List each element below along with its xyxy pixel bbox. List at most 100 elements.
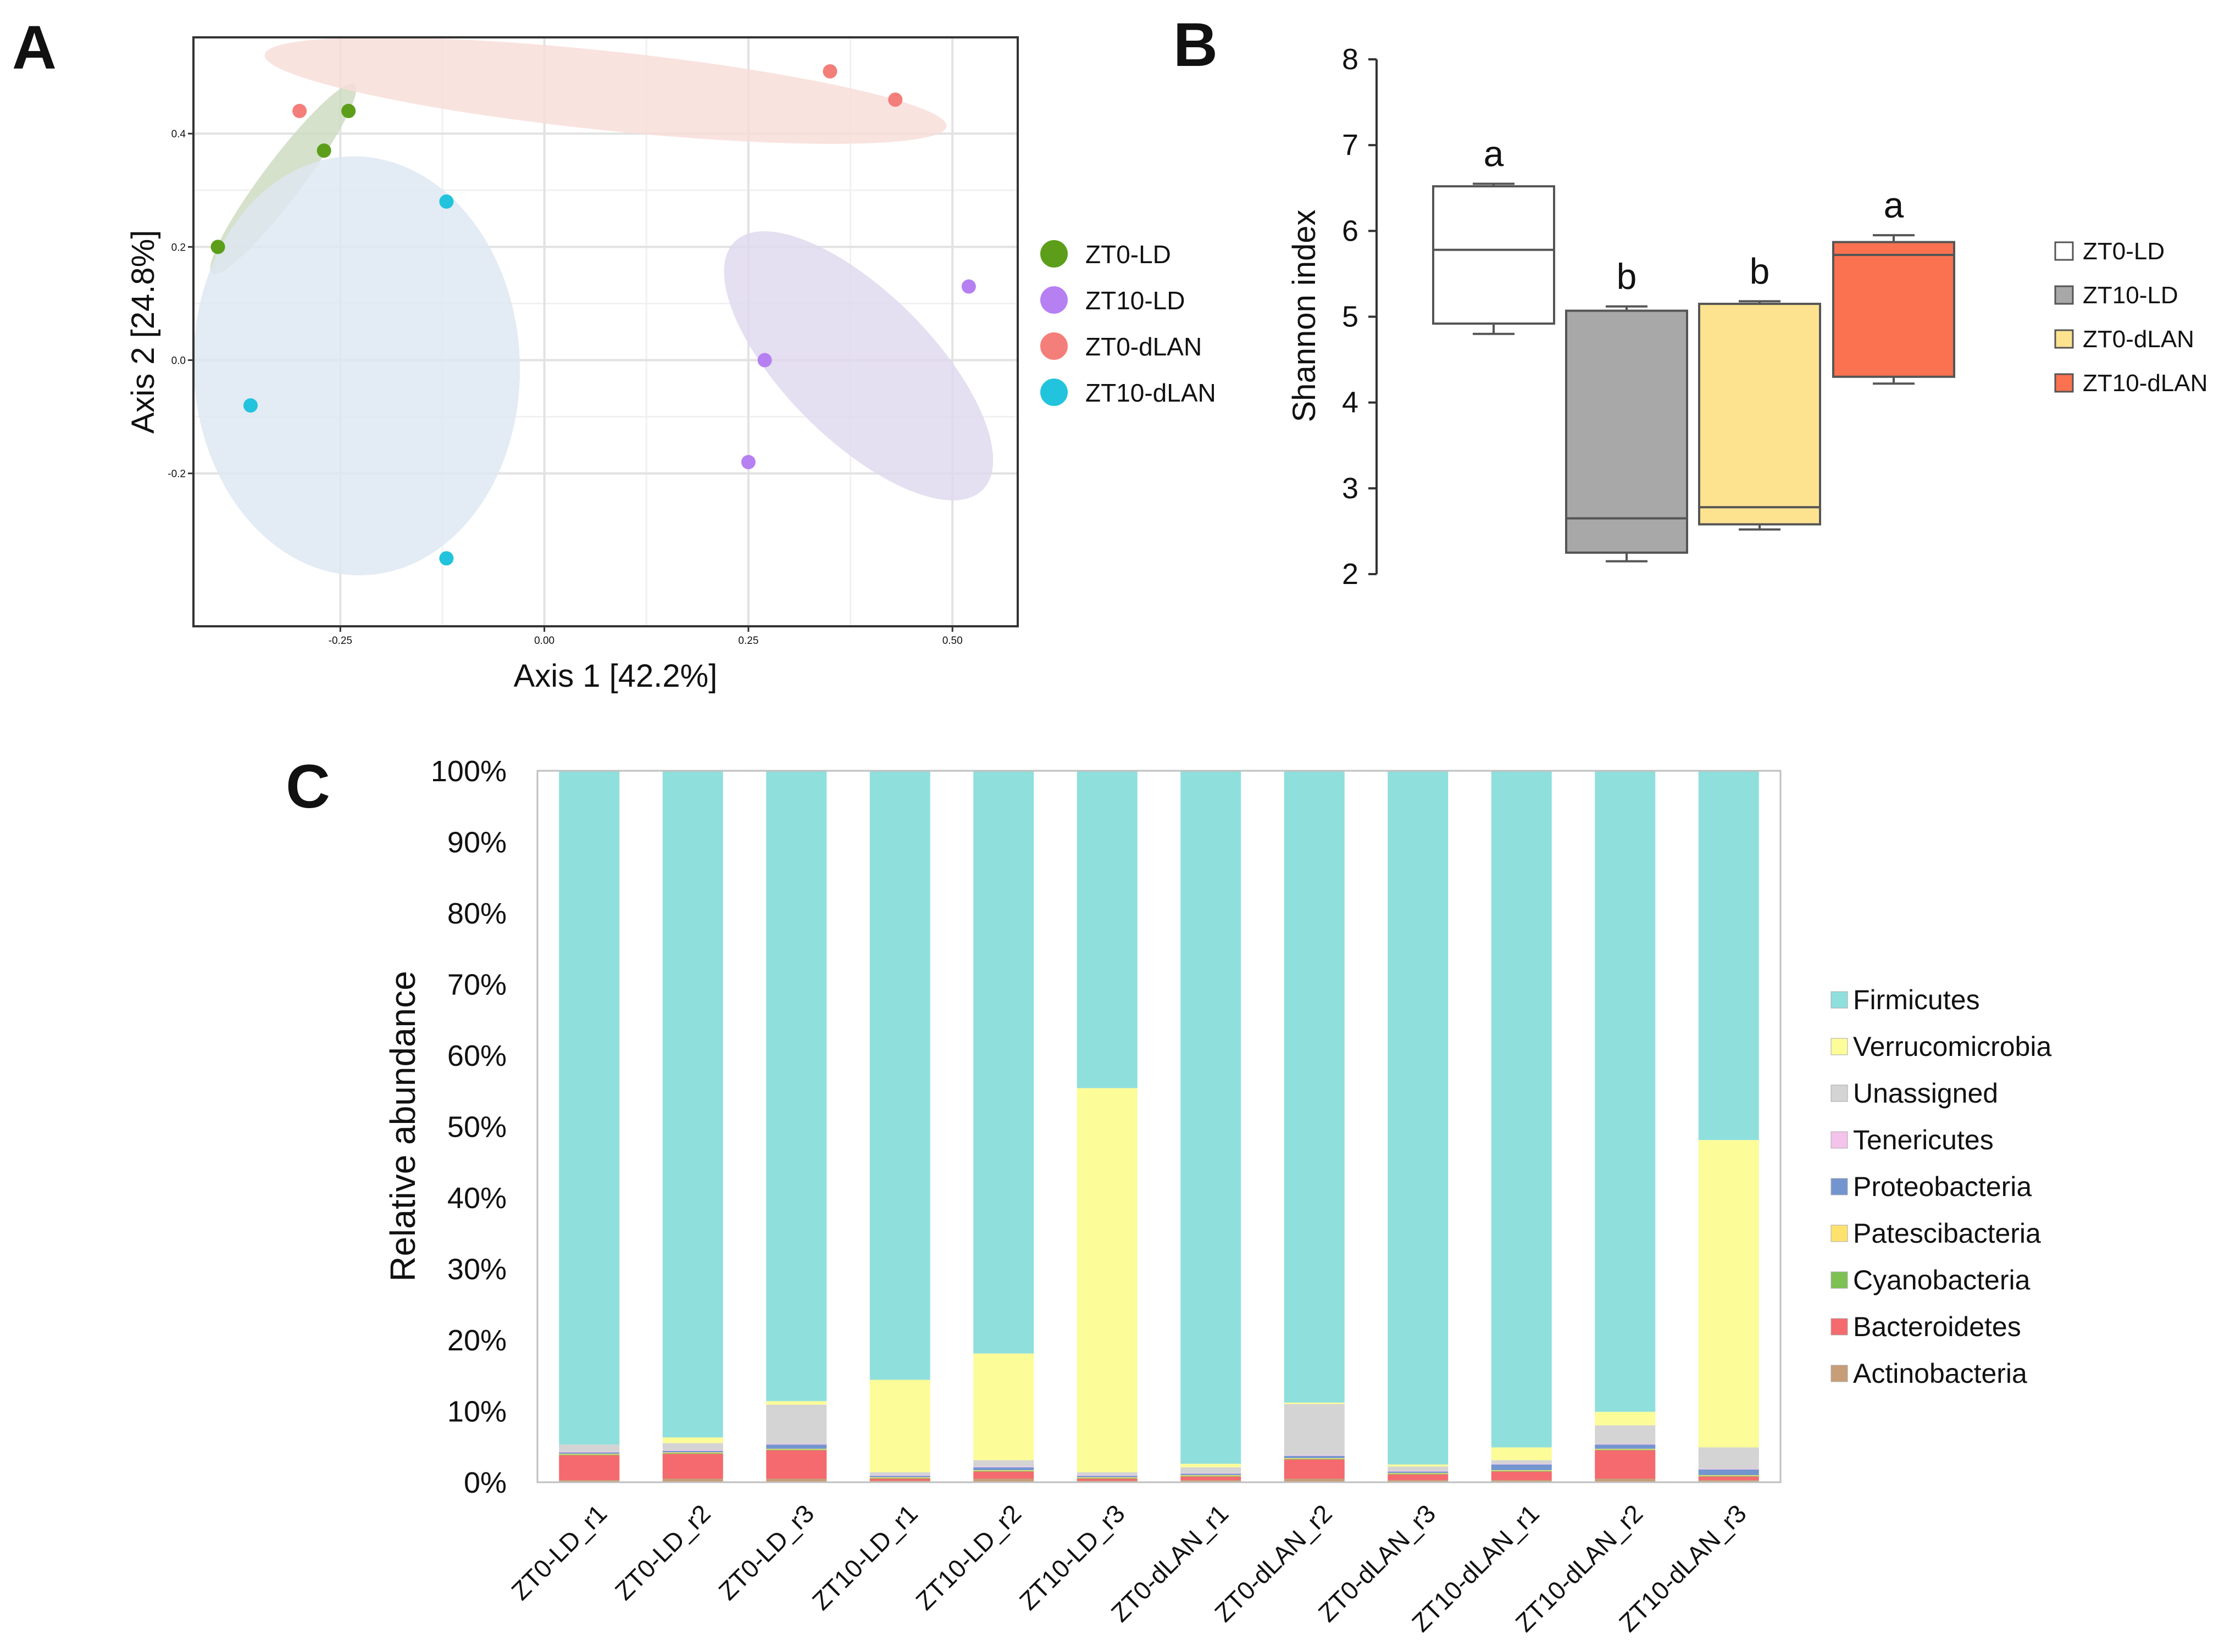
ellipse-zt0-dlan [264,37,947,144]
shannon-y-tick-label: 6 [1342,214,1358,247]
abundance-y-tick-label: 0% [464,1466,507,1499]
point-zt0-dlan [823,64,837,79]
bar-segment-tenericutes [1077,1475,1138,1476]
pcoa-y-tick-label: 0.2 [171,242,186,253]
shannon-y-tick-label: 8 [1342,43,1358,76]
legend-label-cyanobacteria: Cyanobacteria [1853,1265,2031,1295]
bar-segment-firmicutes [1284,771,1345,1403]
point-zt10-ld [961,279,976,294]
bar-segment-proteobacteria [1284,1456,1345,1458]
pcoa-x-tick-label: 0.25 [738,635,758,647]
pcoa-x-tick-label: 0.00 [534,635,554,647]
bar-segment-unassigned [1180,1467,1241,1473]
legend-label-proteobacteria: Proteobacteria [1853,1171,2032,1202]
abundance-x-tick-label: ZT0-LD_r3 [713,1499,819,1605]
bar-segment-verrucomicrobia [1595,1411,1656,1426]
legend-swatch-bacteroidetes [1830,1318,1848,1336]
abundance-y-tick-label: 80% [447,897,507,930]
bar-segment-verrucomicrobia [1284,1402,1345,1404]
bar-segment-unassigned [1595,1425,1656,1444]
point-zt0-ld [341,104,356,118]
abundance-y-tick-label: 90% [447,826,507,859]
bar-segment-cyanobacteria [1595,1449,1656,1450]
pcoa-plot-frame [192,36,1019,627]
box-zt0-dlan [1698,303,1821,526]
bar-segment-unassigned [1491,1460,1552,1464]
legend-swatch-zt0-dlan [1040,332,1068,360]
significance-letter-zt10-dlan: a [1884,185,1904,225]
bar-segment-firmicutes [1491,771,1552,1448]
panel-a-label: A [12,13,57,82]
bar-segment-bacteroidetes [869,1478,930,1481]
bar-segment-patescibacteria [1077,1477,1138,1478]
pcoa-ticks: -0.25 0.00 0.25 0.50 0.4 0.2 0.0 -0.2 [168,129,962,647]
shannon-y-tick-label: 7 [1342,129,1358,162]
abundance-panel: 0% 10% 20% 30% 40% 50% 60% 70% 80% 90% 100% ZT0-LD_… [383,755,2051,1637]
pcoa-ellipses [193,37,994,576]
bar-segment-patescibacteria [1180,1475,1241,1476]
shannon-y-axis-title: Shannon index [1286,210,1322,422]
legend-label-tenericutes: Tenericutes [1853,1125,1994,1155]
shannon-y-ticks: 2 3 4 5 6 7 8 [1342,43,1377,591]
box-zt10-dlan [1832,241,1955,378]
bar-segment-patescibacteria [1284,1458,1345,1459]
bar-segment-verrucomicrobia [766,1401,827,1405]
bar-segment-cyanobacteria [559,1454,620,1455]
bar-segment-unassigned [869,1472,930,1476]
abundance-x-tick-label: ZT10-LD_r3 [1014,1499,1130,1615]
bar-segment-bacteroidetes [1595,1450,1656,1479]
point-zt10-dlan [243,398,258,413]
bar-segment-patescibacteria [1491,1470,1552,1471]
legend-label-patescibacteria: Patescibacteria [1853,1218,2041,1249]
bar-segment-proteobacteria [1491,1464,1552,1470]
bar-segment-verrucomicrobia [1388,1464,1449,1467]
shannon-y-tick-label: 2 [1342,558,1358,591]
legend-swatch-proteobacteria [1830,1178,1848,1195]
bar-segment-verrucomicrobia [1077,1088,1138,1472]
abundance-y-tick-label: 10% [447,1395,507,1428]
bar-segment-verrucomicrobia [1491,1447,1552,1460]
bar-segment-verrucomicrobia [1698,1140,1759,1448]
bar-segment-verrucomicrobia [1180,1464,1241,1467]
pcoa-x-tick-label: -0.25 [329,635,352,647]
bar-segment-proteobacteria [662,1451,723,1453]
bar-segment-firmicutes [1595,771,1656,1412]
abundance-y-tick-label: 20% [447,1324,507,1357]
bar-segment-bacteroidetes [559,1455,620,1481]
point-zt10-dlan [439,194,454,209]
bar-segment-firmicutes [1698,771,1759,1141]
abundance-legend: Firmicutes Verrucomicrobia Unassigned Tener… [1830,984,2051,1389]
abundance-plot-frame [536,770,1782,1483]
bar-segment-bacteroidetes [1077,1478,1138,1481]
bar-segment-firmicutes [766,771,827,1401]
legend-label-zt0-dlan: ZT0-dLAN [1085,332,1202,361]
bar-segment-patescibacteria [973,1470,1034,1471]
abundance-bars [559,771,1759,1482]
bar-segment-tenericutes [869,1475,930,1476]
bar-segment-verrucomicrobia [869,1380,930,1472]
bar-segment-actinobacteria [1284,1478,1345,1482]
shannon-y-tick-label: 3 [1342,472,1358,505]
bar-segment-firmicutes [662,771,723,1438]
bar-segment-unassigned [559,1444,620,1452]
legend-label-unassigned: Unassigned [1853,1078,1998,1109]
bar-segment-unassigned [1698,1447,1759,1469]
legend-label-zt0-ld: ZT0-LD [2083,238,2165,265]
abundance-x-tick-label: ZT0-LD_r1 [506,1499,612,1605]
bar-segment-bacteroidetes [766,1450,827,1479]
pcoa-y-axis-title: Axis 2 [24.8%] [125,230,161,434]
shannon-y-tick-label: 4 [1342,386,1358,419]
bar-segment-firmicutes [1388,771,1449,1465]
bar-segment-unassigned [1077,1472,1138,1476]
bar-segment-tenericutes [1284,1455,1345,1456]
legend-label-zt10-dlan: ZT10-dLAN [1085,379,1216,407]
bar-segment-proteobacteria [1180,1473,1241,1476]
legend-label-zt10-dlan: ZT10-dLAN [2083,370,2207,397]
legend-label-bacteroidetes: Bacteroidetes [1853,1311,2021,1342]
shannon-y-tick-label: 5 [1342,301,1358,333]
legend-swatch-cyanobacteria [1830,1271,1848,1289]
legend-label-zt0-ld: ZT0-LD [1085,240,1171,269]
bar-segment-unassigned [1284,1404,1345,1455]
abundance-y-tick-label: 50% [447,1111,507,1144]
bar-segment-actinobacteria [973,1478,1034,1482]
